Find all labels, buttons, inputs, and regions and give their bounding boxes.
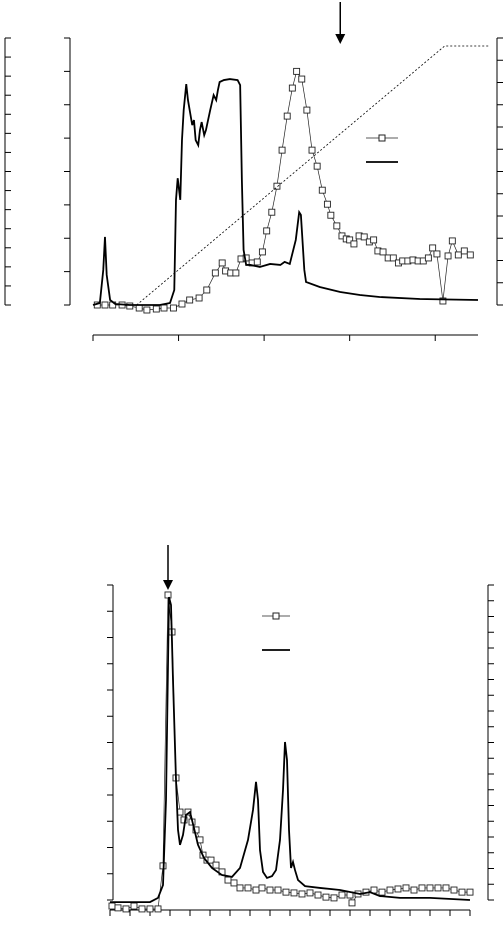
square-marker [135, 304, 143, 312]
series-line [136, 45, 489, 306]
square-marker [282, 888, 290, 896]
square-marker [290, 889, 298, 897]
square-marker [378, 888, 386, 896]
square-marker [303, 106, 311, 114]
legend-marker [272, 612, 280, 620]
square-marker [224, 876, 232, 884]
square-marker [389, 254, 397, 262]
square-marker [184, 808, 192, 816]
square-marker [288, 84, 296, 92]
square-marker [218, 259, 226, 267]
square-marker [466, 251, 474, 259]
square-marker [439, 297, 447, 305]
square-marker [114, 904, 122, 912]
square-marker [164, 591, 172, 599]
square-marker [236, 884, 244, 892]
square-marker [122, 905, 130, 913]
square-marker [298, 75, 306, 83]
square-marker [268, 208, 276, 216]
square-marker [426, 884, 434, 892]
square-marker [230, 879, 238, 887]
square-marker [454, 251, 462, 259]
square-marker [442, 884, 450, 892]
legend-marker [378, 134, 386, 142]
square-marker [143, 306, 151, 314]
square-marker [418, 884, 426, 892]
square-marker [283, 112, 291, 120]
square-marker [379, 248, 387, 256]
square-marker [402, 884, 410, 892]
square-marker [306, 889, 314, 897]
square-marker [126, 302, 134, 310]
square-marker [350, 240, 358, 248]
square-marker [460, 247, 468, 255]
square-marker [152, 305, 160, 313]
square-marker [293, 67, 301, 75]
square-marker [327, 211, 335, 219]
square-marker [360, 233, 368, 241]
square-marker [146, 905, 154, 913]
square-marker [434, 884, 442, 892]
square-marker [386, 886, 394, 894]
square-marker [314, 891, 322, 899]
arrow-head [335, 34, 346, 44]
square-marker [186, 296, 194, 304]
square-marker [258, 884, 266, 892]
square-marker [308, 146, 316, 154]
square-marker [211, 269, 219, 277]
square-marker [348, 899, 356, 907]
square-marker [313, 162, 321, 170]
square-marker [266, 886, 274, 894]
square-marker [429, 244, 437, 252]
square-marker [252, 886, 260, 894]
series-line [92, 78, 479, 306]
square-marker [273, 182, 281, 190]
square-marker [258, 248, 266, 256]
arrow-head [163, 580, 173, 590]
square-marker [278, 146, 286, 154]
square-marker [130, 902, 138, 910]
square-marker [330, 894, 338, 902]
square-marker [318, 186, 326, 194]
square-marker [203, 286, 211, 294]
square-marker [394, 885, 402, 893]
series-line [110, 596, 471, 903]
square-marker [212, 861, 220, 869]
square-marker [160, 304, 168, 312]
square-marker [424, 254, 432, 262]
square-marker [244, 884, 252, 892]
square-marker [444, 252, 452, 260]
series-line [97, 70, 471, 311]
square-marker [253, 258, 261, 266]
square-marker [333, 222, 341, 230]
square-marker [323, 200, 331, 208]
square-marker [169, 304, 177, 312]
square-marker [410, 886, 418, 894]
square-marker [274, 886, 282, 894]
square-marker [298, 890, 306, 898]
square-marker [138, 905, 146, 913]
square-marker [232, 269, 240, 277]
square-marker [108, 902, 116, 910]
square-marker [154, 905, 162, 913]
square-marker [370, 236, 378, 244]
square-marker [346, 236, 354, 244]
square-marker [101, 301, 109, 309]
square-marker [338, 891, 346, 899]
square-marker [450, 886, 458, 894]
square-marker [207, 856, 215, 864]
square-marker [466, 888, 474, 896]
square-marker [448, 237, 456, 245]
square-marker [458, 888, 466, 896]
square-marker [195, 294, 203, 302]
square-marker [433, 250, 441, 258]
square-marker [263, 227, 271, 235]
square-marker [322, 893, 330, 901]
square-marker [178, 300, 186, 308]
